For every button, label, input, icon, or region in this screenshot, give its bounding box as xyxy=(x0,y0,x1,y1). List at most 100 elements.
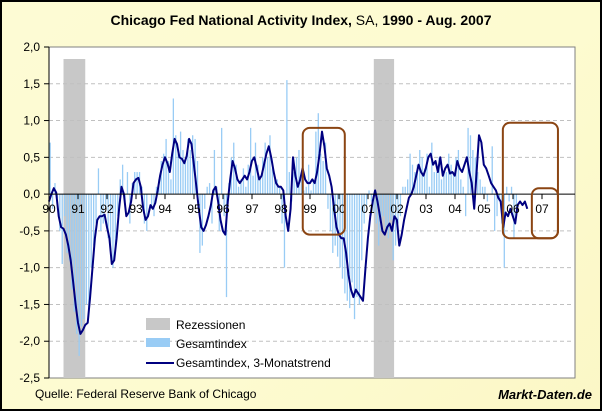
bar xyxy=(341,194,344,279)
bar xyxy=(184,161,187,195)
bar xyxy=(327,194,329,209)
bar xyxy=(295,157,298,195)
bar xyxy=(469,135,472,195)
bar xyxy=(421,157,423,195)
highlight-box xyxy=(530,187,559,240)
gridlines xyxy=(49,83,575,342)
bar xyxy=(428,186,431,195)
bar xyxy=(496,194,498,217)
bar xyxy=(100,194,102,231)
x-tick-label: 97 xyxy=(245,202,259,216)
bar xyxy=(510,186,513,195)
bar xyxy=(450,164,452,195)
bar xyxy=(385,194,387,228)
bar xyxy=(513,194,515,239)
legend-swatch-recessions xyxy=(146,318,170,330)
bar xyxy=(221,127,223,195)
bar xyxy=(307,164,310,195)
bar xyxy=(339,194,341,268)
bar xyxy=(349,194,351,309)
x-tick-label: 91 xyxy=(71,202,85,216)
bar xyxy=(477,172,479,195)
bar xyxy=(192,135,194,195)
bar xyxy=(177,153,179,195)
x-tick-label: 06 xyxy=(506,202,520,216)
bar xyxy=(259,179,261,195)
bar xyxy=(163,153,165,195)
bar xyxy=(170,179,172,195)
highlight-box xyxy=(301,126,346,236)
legend-swatch-gesamtindex xyxy=(146,338,170,347)
bar xyxy=(433,172,435,195)
bar xyxy=(486,194,489,202)
bar xyxy=(452,172,455,195)
bar xyxy=(457,149,460,195)
bar xyxy=(329,194,332,231)
trend-line xyxy=(48,130,529,335)
bar xyxy=(508,194,510,202)
bar xyxy=(80,194,83,327)
bar xyxy=(182,149,184,195)
bar xyxy=(121,164,124,195)
bar xyxy=(416,164,418,195)
bar xyxy=(126,172,129,195)
bar xyxy=(399,194,402,217)
bar xyxy=(76,194,78,334)
bar xyxy=(281,194,283,224)
bar xyxy=(411,164,414,195)
bar xyxy=(254,142,257,195)
bar xyxy=(107,194,109,239)
bar xyxy=(117,194,119,217)
bar xyxy=(315,131,317,195)
bar xyxy=(196,161,199,195)
bar xyxy=(382,194,385,217)
bar xyxy=(288,172,290,195)
y-tick-label: 2,0 xyxy=(23,40,40,54)
trend-line-series xyxy=(48,130,529,335)
bar xyxy=(97,168,100,195)
bar xyxy=(213,149,216,195)
bar xyxy=(472,149,474,195)
y-tick-label: -0,5 xyxy=(19,224,40,238)
y-tick-label: 0,5 xyxy=(23,150,40,164)
bar xyxy=(90,194,92,268)
bar xyxy=(175,135,177,195)
bar xyxy=(136,172,138,195)
chart-title: Chicago Fed National Activity Index, SA,… xyxy=(0,12,602,28)
bar xyxy=(491,146,493,195)
legend: Rezessionen Gesamtindex Gesamtindex, 3-M… xyxy=(146,318,331,370)
x-axis: 90 91 92 93 94 95 96 97 98 99 00 01 02 03 04 05 06 07 xyxy=(42,193,575,216)
bar xyxy=(105,194,107,209)
bar xyxy=(211,194,213,224)
bar xyxy=(269,135,271,195)
bar xyxy=(407,179,409,195)
bar xyxy=(409,153,411,195)
bar xyxy=(317,113,319,195)
bar xyxy=(493,194,496,231)
title-sa: SA, xyxy=(351,12,379,28)
legend-label-gesamtindex: Gesamtindex xyxy=(176,337,247,351)
bar xyxy=(112,194,114,268)
bar xyxy=(68,194,71,261)
bar xyxy=(322,161,324,195)
bar xyxy=(240,179,242,195)
bar xyxy=(179,131,182,195)
highlight-box xyxy=(501,121,559,240)
bar xyxy=(353,194,356,320)
bar xyxy=(363,194,365,224)
bar xyxy=(356,194,358,298)
bar xyxy=(252,175,254,195)
x-tick-label: 01 xyxy=(361,202,375,216)
bar xyxy=(109,194,112,250)
bar xyxy=(404,186,406,195)
bar xyxy=(484,186,486,195)
bar xyxy=(426,153,428,195)
bar xyxy=(245,186,247,195)
bar xyxy=(95,194,97,224)
x-tick-label: 95 xyxy=(187,202,201,216)
bar xyxy=(443,172,445,195)
y-axis: 2,0 1,5 1,0 0,5 0,0 -0,5 -1,0 -1,5 -2,0 -2,5 xyxy=(19,40,50,385)
bar xyxy=(155,186,158,195)
bar xyxy=(92,194,95,246)
x-tick-label: 96 xyxy=(216,202,230,216)
